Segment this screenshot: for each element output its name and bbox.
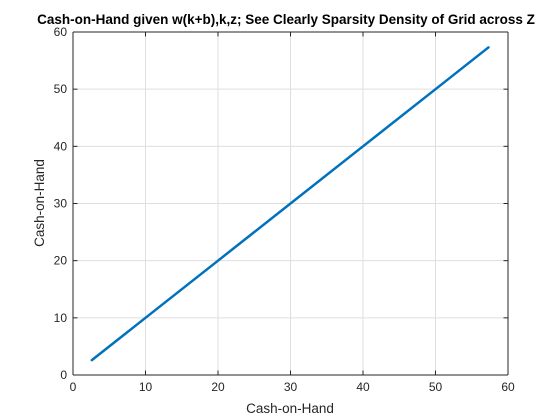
- y-tick-label: 0: [60, 368, 67, 382]
- x-tick-label: 20: [211, 380, 225, 394]
- tick-labels: 0 10 20 30 40 50 60 0 10 20 30 40 50 60: [54, 25, 515, 394]
- y-tick-label: 50: [54, 82, 68, 96]
- x-tick-label: 60: [501, 380, 515, 394]
- y-tick-label: 20: [54, 254, 68, 268]
- x-tick-label: 0: [70, 380, 77, 394]
- x-tick-label: 30: [284, 380, 298, 394]
- series-line: [90, 46, 490, 362]
- x-tick-label: 50: [429, 380, 443, 394]
- y-axis-title: Cash-on-Hand: [32, 159, 47, 247]
- chart-title: Cash-on-Hand given w(k+b),k,z; See Clear…: [37, 12, 535, 27]
- x-tick-label: 40: [356, 380, 370, 394]
- axes: [72, 31, 509, 376]
- y-tick-label: 60: [54, 25, 68, 39]
- series-layer: [90, 46, 490, 362]
- y-tick-label: 10: [54, 311, 68, 325]
- x-tick-label: 10: [139, 380, 153, 394]
- x-axis-title: Cash-on-Hand: [246, 401, 334, 416]
- y-tick-label: 40: [54, 139, 68, 153]
- y-tick-label: 30: [54, 197, 68, 211]
